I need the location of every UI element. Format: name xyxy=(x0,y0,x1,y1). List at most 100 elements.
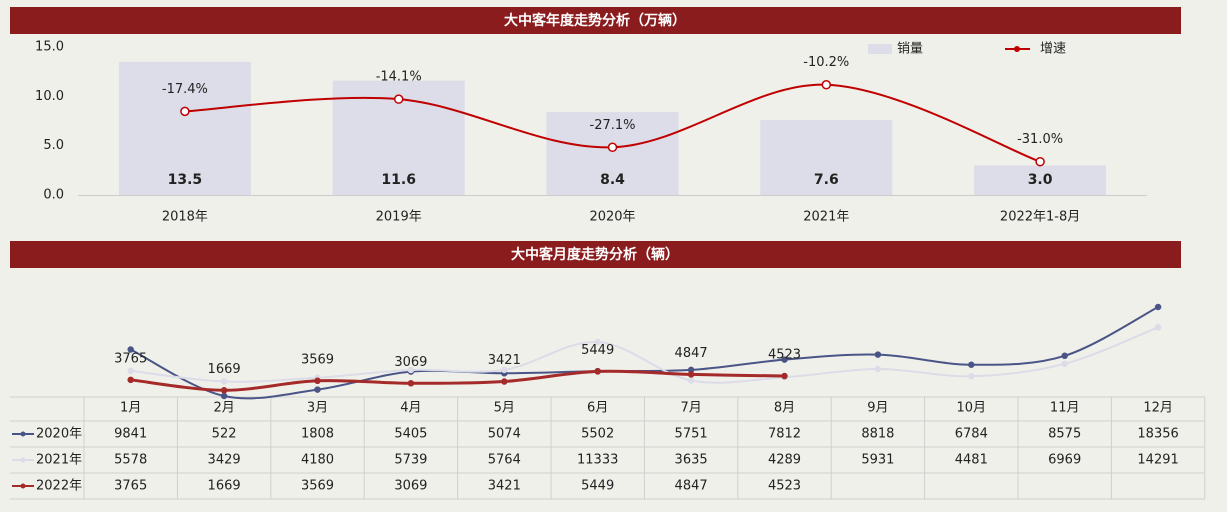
data-label: -10.2% xyxy=(803,55,849,70)
y-tick-label: 10.0 xyxy=(35,89,64,104)
point xyxy=(180,106,190,117)
line xyxy=(130,369,785,392)
table-cell: 5502 xyxy=(581,427,614,442)
data-label: 3765 xyxy=(114,351,147,366)
table-cell: 4289 xyxy=(768,453,801,468)
table-header: 12月 xyxy=(1143,401,1173,416)
line xyxy=(130,326,1159,384)
table-cell: 522 xyxy=(212,427,237,442)
bar xyxy=(118,61,251,195)
chart-title: 大中客月度走势分析（辆） xyxy=(511,246,679,263)
data-label: 11.6 xyxy=(381,172,416,188)
data-label: 4847 xyxy=(675,346,708,361)
chart-title: 大中客年度走势分析（万辆） xyxy=(504,12,686,29)
table-cell: 14291 xyxy=(1137,453,1178,468)
point xyxy=(407,380,415,387)
table-header: 1月 xyxy=(120,401,141,416)
table-cell: 18356 xyxy=(1137,427,1178,442)
y-tick-label: 15.0 xyxy=(35,40,64,55)
data-label: -14.1% xyxy=(376,70,422,85)
legend-dot xyxy=(1014,46,1020,52)
table-header: 10月 xyxy=(957,401,987,416)
point xyxy=(1154,303,1162,311)
bar xyxy=(974,165,1107,195)
point xyxy=(968,372,975,380)
table-cell: 4481 xyxy=(955,453,988,468)
x-tick-label: 2020年 xyxy=(589,210,635,225)
table-header: 7月 xyxy=(680,401,701,416)
legend-dot xyxy=(20,483,26,489)
table-header: 2月 xyxy=(213,401,234,416)
point xyxy=(220,378,228,385)
title-bar xyxy=(10,7,1181,34)
point xyxy=(127,367,134,375)
point xyxy=(407,366,415,374)
legend-swatch xyxy=(868,44,892,54)
x-tick-label: 2021年 xyxy=(803,210,849,225)
table-cell: 9841 xyxy=(114,427,147,442)
table-cell: 5578 xyxy=(114,453,147,468)
data-label: 3569 xyxy=(301,352,334,367)
legend-label: 2021年 xyxy=(36,453,82,468)
table-cell: 5074 xyxy=(488,427,521,442)
y-tick-label: 5.0 xyxy=(43,138,64,153)
data-label: -31.0% xyxy=(1017,132,1063,147)
table-cell: 5751 xyxy=(675,427,708,442)
point xyxy=(314,377,321,385)
table-header: 5月 xyxy=(494,401,515,416)
table-cell: 11333 xyxy=(577,453,618,468)
table-cell: 5405 xyxy=(394,427,427,442)
table-cell: 4180 xyxy=(301,453,334,468)
legend-label: 增速 xyxy=(1040,42,1066,57)
point xyxy=(781,372,788,380)
table-cell: 5931 xyxy=(861,453,894,468)
point xyxy=(393,94,404,104)
table-cell: 4523 xyxy=(768,479,801,494)
point xyxy=(1154,324,1162,331)
data-label: 1669 xyxy=(208,362,241,377)
table-header: 9月 xyxy=(867,401,888,416)
point xyxy=(607,142,618,153)
data-label: 13.5 xyxy=(168,172,203,188)
table-cell: 4847 xyxy=(675,479,708,494)
table-cell: 3429 xyxy=(208,453,241,468)
table-cell: 8818 xyxy=(861,427,894,442)
table-cell: 6969 xyxy=(1048,453,1081,468)
table-cell: 3069 xyxy=(394,479,427,494)
point xyxy=(1061,360,1068,368)
point xyxy=(874,365,882,373)
point xyxy=(220,387,228,394)
data-label: 7.6 xyxy=(814,172,839,188)
table-cell: 6784 xyxy=(955,427,988,442)
title-bar xyxy=(10,241,1181,268)
data-label: 4523 xyxy=(768,348,801,363)
table-header: 4月 xyxy=(400,401,421,416)
point xyxy=(501,366,508,374)
point xyxy=(874,351,882,358)
point xyxy=(687,371,695,378)
data-label: 8.4 xyxy=(600,172,625,188)
point xyxy=(594,338,601,346)
table-header: 11月 xyxy=(1050,401,1080,416)
data-label: 3069 xyxy=(394,355,427,370)
table-cell: 1669 xyxy=(208,479,241,494)
table-cell: 3569 xyxy=(301,479,334,494)
table-header: 6月 xyxy=(587,401,608,416)
table-header: 8月 xyxy=(774,401,795,416)
y-tick-label: 0.0 xyxy=(43,188,64,203)
bar xyxy=(760,120,893,195)
bar xyxy=(546,112,679,195)
legend-label: 销量 xyxy=(897,42,923,57)
point xyxy=(821,79,832,90)
x-tick-label: 2019年 xyxy=(376,210,422,225)
table-cell: 5764 xyxy=(488,453,521,468)
point xyxy=(1061,352,1068,360)
data-label: -27.1% xyxy=(590,118,636,133)
table-cell: 1808 xyxy=(301,427,334,442)
point xyxy=(127,376,134,384)
data-label: 3.0 xyxy=(1028,172,1053,188)
legend-label: 2020年 xyxy=(36,427,82,442)
point xyxy=(968,361,975,368)
